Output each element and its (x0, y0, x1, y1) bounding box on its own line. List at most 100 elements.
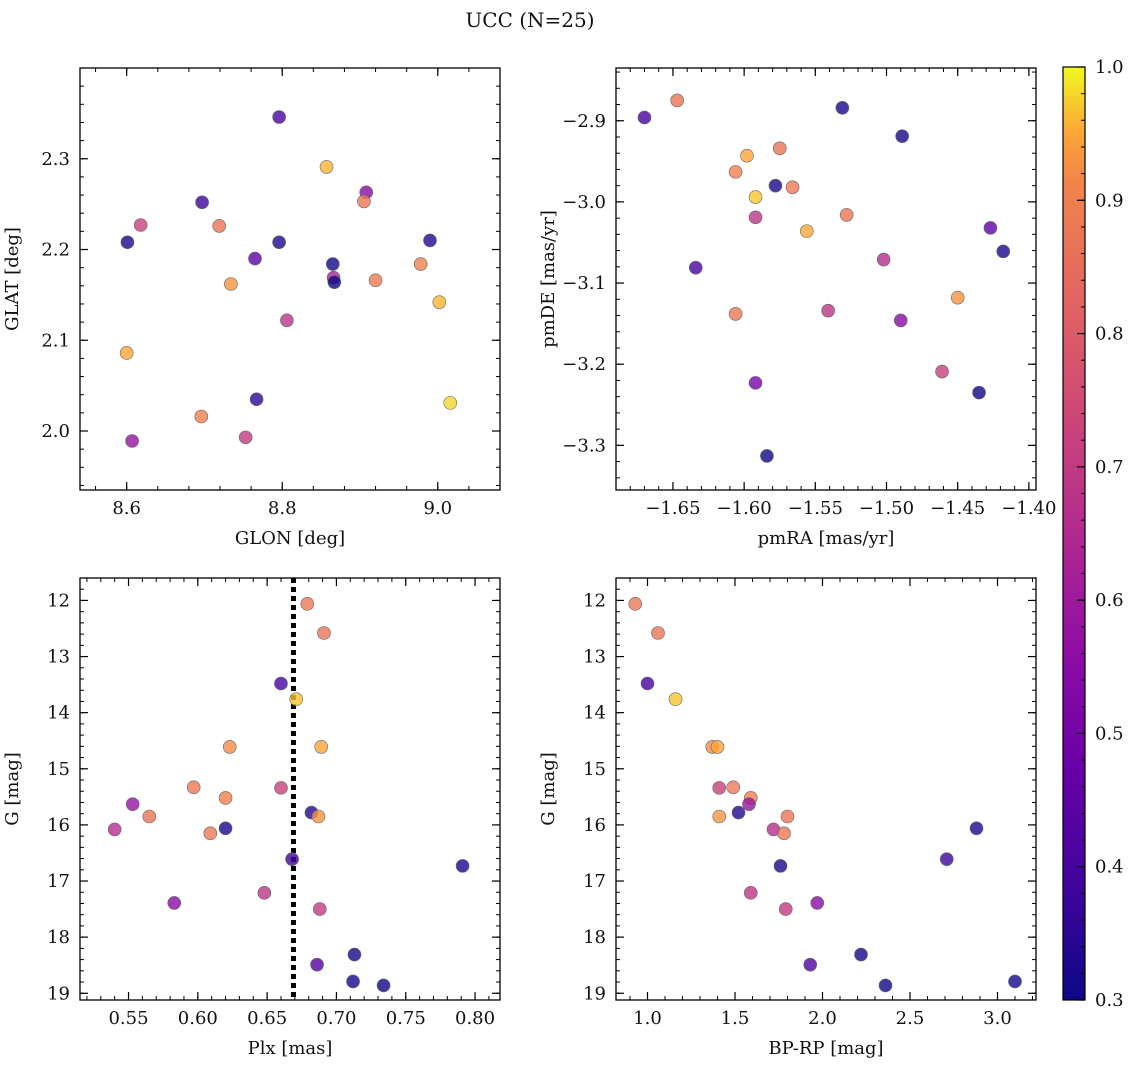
figure-title: UCC (N=25) (465, 8, 594, 32)
y-tick-label: 12 (47, 590, 70, 611)
data-point (996, 244, 1011, 259)
colorbar-tick-label: 0.7 (1095, 457, 1124, 478)
y-tick-label: −3.0 (562, 192, 606, 213)
y-tick-label: 15 (583, 759, 606, 780)
data-point (688, 260, 703, 275)
x-tick-label: −1.65 (645, 498, 700, 519)
data-point (142, 809, 157, 824)
data-point (1008, 974, 1022, 989)
data-point (347, 947, 362, 962)
data-point (726, 780, 741, 795)
panel-glon-glat: 8.6 8.8 9.0 2.0 2.1 2.2 2.3 GLON [deg] GLAT [deg… (2, 67, 501, 549)
data-point (413, 257, 428, 271)
data-point (272, 235, 286, 250)
x-tick-label: −1.55 (788, 498, 843, 519)
colorbar-tick-label: 0.6 (1095, 590, 1124, 611)
data-point (935, 364, 949, 379)
y-tick-label: 19 (47, 983, 70, 1004)
y-axis-label: GLAT [deg] (2, 227, 23, 331)
data-point (777, 826, 791, 841)
data-point (222, 740, 237, 754)
data-point (423, 233, 437, 248)
data-point (637, 110, 652, 125)
data-point (839, 208, 854, 222)
data-point (125, 434, 139, 448)
colorbar-tick-label: 0.4 (1095, 857, 1124, 878)
data-point (238, 430, 253, 445)
data-point (248, 251, 262, 266)
y-tick-label: 18 (47, 927, 70, 948)
data-point (740, 148, 754, 163)
data-point (443, 396, 458, 410)
data-point (212, 219, 227, 233)
data-point (760, 449, 774, 463)
data-point (895, 129, 909, 143)
x-tick-label: 1.0 (633, 1008, 662, 1029)
panel-bprp-g: 1.0 1.5 2.0 2.5 3.0 12 13 14 15 16 17 18 19 BP-RP [ma… (538, 577, 1037, 1059)
data-point (272, 110, 286, 124)
x-tick-label: 2.0 (808, 1008, 837, 1029)
data-point (249, 392, 264, 407)
data-point (125, 797, 140, 811)
y-tick-label: 18 (583, 927, 606, 948)
data-point (317, 626, 331, 640)
x-axis-label: Plx [mas] (248, 1038, 333, 1059)
colorbar-tick-label: 1.0 (1095, 57, 1124, 78)
data-point (773, 859, 788, 873)
y-tick-label: 14 (583, 703, 606, 724)
x-tick-label: 0.80 (455, 1008, 495, 1029)
data-point (346, 974, 360, 989)
colorbar-gradient (1062, 66, 1086, 1001)
data-point (778, 902, 793, 916)
x-tick-label: 3.0 (983, 1008, 1012, 1029)
data-point (376, 978, 391, 993)
data-point (368, 273, 383, 288)
data-point (950, 290, 965, 305)
colorbar: 0.3 0.4 0.5 0.6 0.7 0.8 0.9 1.0 (1062, 57, 1124, 1011)
data-point (799, 224, 814, 238)
axes-frame (615, 67, 1037, 491)
data-point (712, 809, 727, 824)
data-point (357, 194, 371, 209)
x-tick-label: −1.45 (930, 498, 985, 519)
x-tick-label: 0.60 (178, 1008, 218, 1029)
y-tick-label: 13 (583, 647, 606, 668)
y-tick-label: 17 (583, 871, 606, 892)
data-point (748, 210, 763, 225)
data-point (310, 957, 324, 972)
y-tick-label: −3.1 (562, 273, 606, 294)
data-point (854, 947, 868, 962)
y-tick-label: 16 (47, 815, 70, 836)
y-axis-label: G [mag] (538, 752, 559, 825)
data-point (280, 313, 294, 328)
y-tick-label: 2.1 (41, 330, 70, 351)
data-point (327, 275, 342, 289)
data-point (742, 797, 756, 811)
y-tick-label: 2.3 (41, 149, 70, 170)
data-point (218, 791, 233, 805)
data-point (274, 781, 288, 795)
x-tick-label: 2.5 (896, 1008, 925, 1029)
x-tick-label: −1.60 (717, 498, 772, 519)
data-point (780, 809, 795, 824)
x-tick-label: 0.55 (108, 1008, 148, 1029)
data-point (257, 886, 272, 900)
data-point (728, 165, 743, 179)
y-tick-label: 17 (47, 871, 70, 892)
data-point (167, 896, 182, 910)
x-tick-label: 0.70 (316, 1008, 356, 1029)
data-point (710, 740, 725, 754)
data-point (194, 409, 209, 424)
data-point (772, 141, 787, 156)
data-point (432, 295, 447, 309)
data-point (731, 805, 746, 820)
data-point (712, 781, 727, 795)
y-tick-label: 15 (47, 759, 70, 780)
y-axis-label: pmDE [mas/yr] (538, 210, 559, 348)
data-point (670, 93, 685, 108)
y-tick-label: 16 (583, 815, 606, 836)
data-point (285, 852, 299, 866)
data-point (218, 821, 233, 836)
colorbar-tick-label: 0.8 (1095, 324, 1124, 345)
x-tick-label: 8.6 (112, 498, 141, 519)
